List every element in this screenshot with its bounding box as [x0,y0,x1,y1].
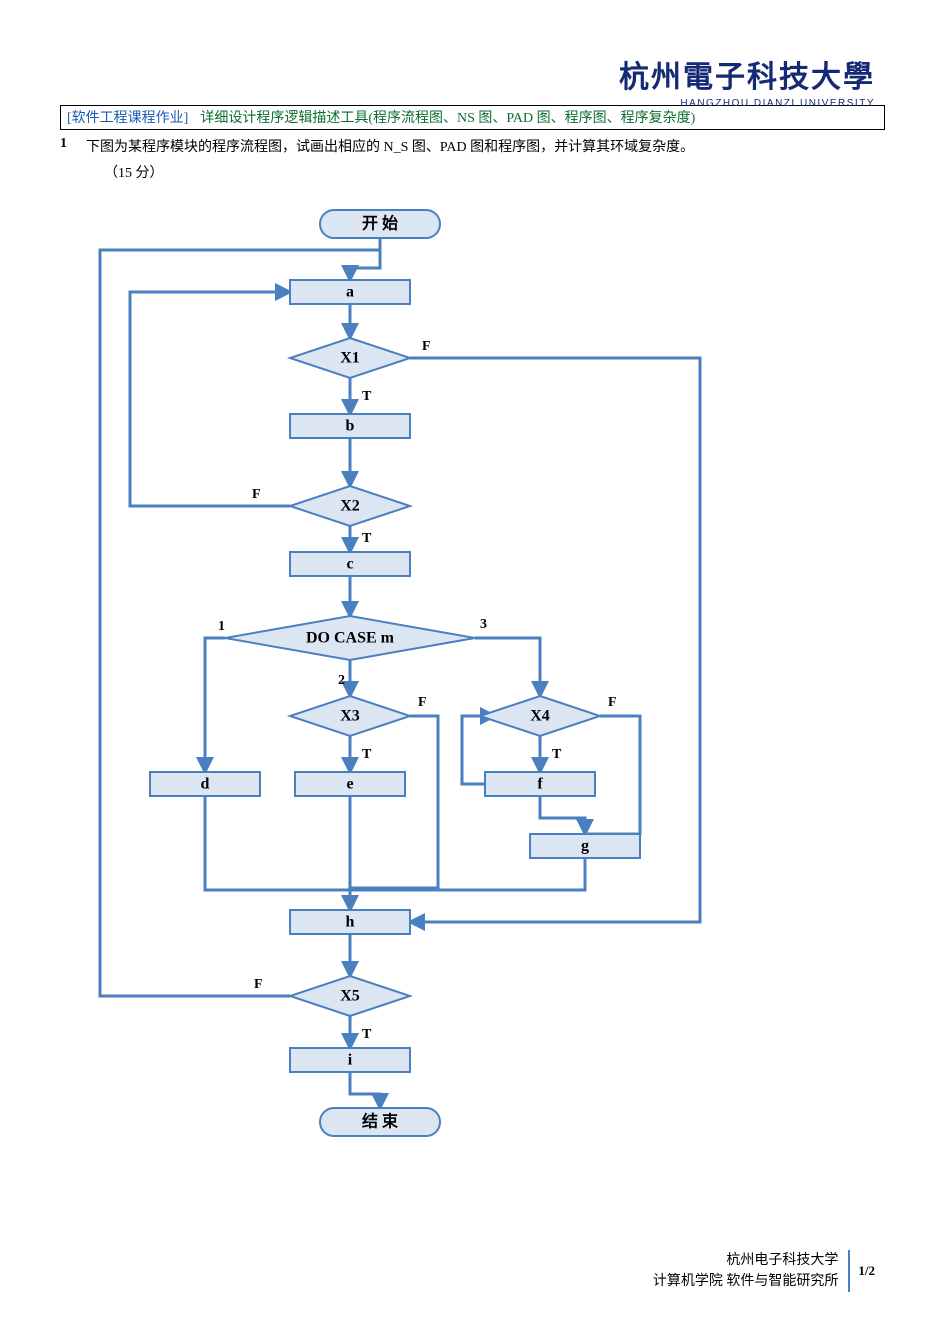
svg-text:开 始: 开 始 [362,213,398,232]
svg-text:b: b [346,417,355,434]
page-number: 1/2 [850,1263,875,1279]
problem-number: 1 [60,136,86,160]
svg-text:结 束: 结 束 [361,1111,399,1130]
svg-text:i: i [348,1051,353,1068]
svg-text:e: e [346,775,353,792]
svg-text:X5: X5 [340,987,360,1004]
svg-text:T: T [362,531,372,546]
problem-text: 下图为某程序模块的程序流程图，试画出相应的 N_S 图、PAD 图和程序图，并计… [86,136,885,160]
svg-text:F: F [418,695,427,710]
svg-text:F: F [252,487,261,502]
svg-text:1: 1 [218,619,225,634]
footer-text: 杭州电子科技大学 计算机学院 软件与智能研究所 [653,1250,851,1292]
svg-text:c: c [346,555,353,572]
problem-statement: 1 下图为某程序模块的程序流程图，试画出相应的 N_S 图、PAD 图和程序图，… [60,136,885,160]
footer-line1: 杭州电子科技大学 [726,1253,838,1268]
svg-text:T: T [362,1027,372,1042]
svg-text:X4: X4 [530,707,550,724]
svg-text:3: 3 [480,617,487,632]
document-page: 杭州電子科技大學 HANGZHOU DIANZI UNIVERSITY [软件工… [0,0,945,1337]
logo-chinese: 杭州電子科技大學 [619,52,875,96]
university-logo: 杭州電子科技大學 HANGZHOU DIANZI UNIVERSITY [619,52,875,109]
svg-text:X1: X1 [340,349,360,366]
svg-text:g: g [581,837,589,854]
svg-text:X3: X3 [340,707,360,724]
svg-text:T: T [552,747,562,762]
logo-english: HANGZHOU DIANZI UNIVERSITY [619,98,875,109]
assignment-link: [软件工程课程作业] [67,107,188,127]
svg-text:a: a [346,283,354,300]
svg-text:F: F [254,977,263,992]
svg-text:T: T [362,389,372,404]
svg-text:2: 2 [338,673,345,688]
svg-text:T: T [362,747,372,762]
svg-text:DO CASE m: DO CASE m [306,629,395,646]
page-footer: 杭州电子科技大学 计算机学院 软件与智能研究所 1/2 [653,1250,875,1292]
svg-text:X2: X2 [340,497,360,514]
svg-text:F: F [608,695,617,710]
footer-line2: 计算机学院 软件与智能研究所 [653,1274,839,1289]
flowchart-svg: T F T F 1 2 3 T F T F T F 开 始 a X1 b X2 c DO CASE m X3 X4 d e f g… [60,190,780,1190]
assignment-title: 详细设计程序逻辑描述工具(程序流程图、NS 图、PAD 图、程序图、程序复杂度) [200,107,695,127]
svg-text:f: f [537,775,543,792]
problem-marks: （15 分） [104,162,885,182]
svg-text:d: d [201,775,210,792]
svg-text:F: F [422,339,431,354]
svg-text:h: h [346,913,355,930]
flowchart: T F T F 1 2 3 T F T F T F 开 始 a X1 b X2 c DO CASE m X3 X4 d e f g… [60,190,780,1190]
